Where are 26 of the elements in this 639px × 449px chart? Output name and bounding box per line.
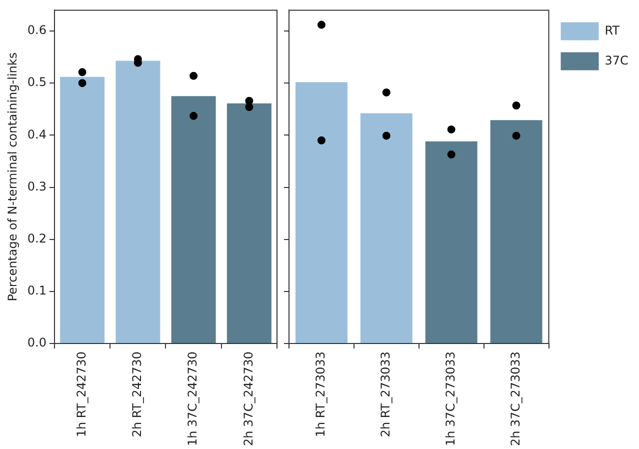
y-tick-label: 0.5	[27, 75, 46, 90]
bar	[295, 82, 348, 343]
y-tick-label: 0.2	[27, 231, 46, 246]
y-tick-label: 0.6	[27, 23, 46, 38]
bar	[490, 120, 542, 343]
bar	[425, 141, 478, 343]
bar	[226, 103, 272, 343]
legend-label: RT	[604, 23, 620, 38]
bar	[171, 96, 216, 343]
x-tick-label: 1h 37C_273033	[443, 351, 458, 446]
x-tick-label: 2h RT_273033	[378, 351, 393, 438]
y-tick-label: 0.4	[27, 127, 46, 142]
y-tick-label: 0.3	[27, 179, 46, 194]
bar	[60, 76, 105, 343]
y-tick-label: 0.0	[27, 336, 46, 350]
y-axis-title: Percentage of N-terminal containing-links	[5, 52, 20, 302]
bar	[360, 113, 412, 343]
x-tick-label: 2h 37C_273033	[508, 351, 522, 446]
y-tick-label: 0.1	[27, 284, 46, 298]
x-tick-label: 1h RT_242730	[74, 351, 88, 438]
legend-label: 37C	[604, 53, 628, 68]
x-tick-label: 1h RT_273033	[314, 351, 328, 438]
x-tick-label: 2h 37C_242730	[241, 351, 256, 446]
bar	[116, 60, 160, 343]
x-tick-label: 2h RT_242730	[130, 351, 144, 438]
x-tick-label: 1h 37C_242730	[186, 351, 200, 446]
